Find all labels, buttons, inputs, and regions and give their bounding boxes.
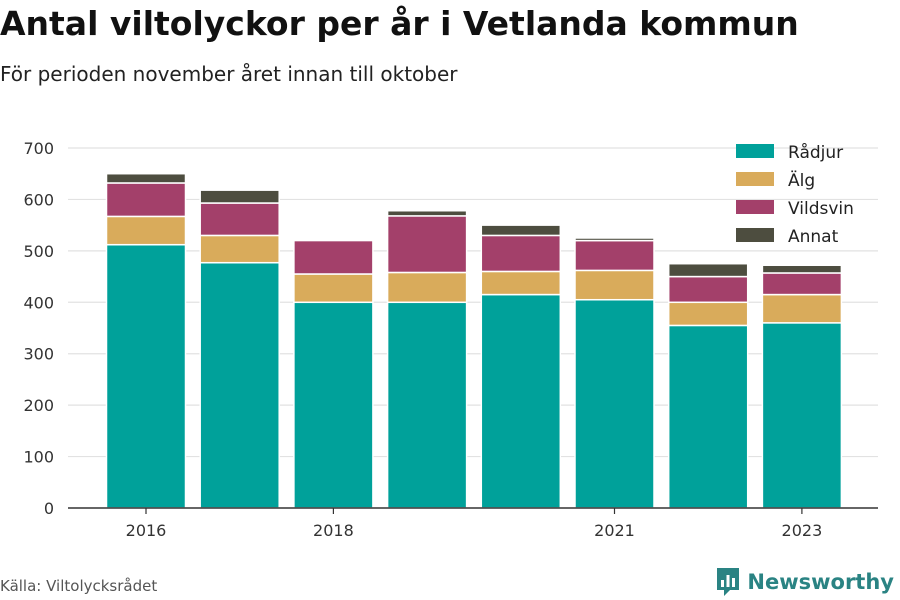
bar-segment <box>761 272 843 296</box>
bar-segment <box>105 243 187 509</box>
bar-segment <box>293 239 374 275</box>
y-tick-label: 300 <box>23 345 54 364</box>
bar-segment <box>386 209 468 217</box>
newsworthy-logo: Newsworthy <box>715 566 894 598</box>
bar-segment <box>105 215 187 246</box>
source-note: Källa: Viltolycksrådet <box>0 577 158 595</box>
legend-label: Älg <box>788 170 815 191</box>
bar-segment <box>480 234 562 273</box>
bar-segment <box>105 182 187 218</box>
brand-name: Newsworthy <box>747 570 894 594</box>
bar-segment <box>667 262 749 278</box>
bar-segment <box>199 234 280 264</box>
bar-segment <box>480 224 562 237</box>
bar-segment <box>199 202 280 237</box>
y-tick-label: 700 <box>23 139 54 158</box>
bar-segment <box>574 269 655 301</box>
x-tick-label: 2018 <box>313 521 354 540</box>
x-tick-label: 2016 <box>126 521 167 540</box>
bar-segment <box>667 301 749 327</box>
chart-subtitle: För perioden november året innan till ok… <box>0 62 458 86</box>
y-tick-label: 200 <box>23 396 54 415</box>
legend-swatch <box>736 228 774 242</box>
bar-segment <box>667 324 749 509</box>
legend-label: Rådjur <box>788 142 843 163</box>
x-tick-label: 2021 <box>594 521 635 540</box>
bar-segment <box>386 301 468 509</box>
y-tick-label: 500 <box>23 242 54 261</box>
bar-chart-logo-icon <box>717 568 740 596</box>
y-tick-label: 100 <box>23 448 54 467</box>
bar-segment <box>574 239 655 272</box>
bar-segment <box>761 264 843 274</box>
legend-swatch <box>736 172 774 186</box>
bar-segment <box>480 270 562 296</box>
bar-segment <box>574 237 655 242</box>
bar-segment <box>386 271 468 304</box>
chart-title: Antal viltolyckor per år i Vetlanda komm… <box>0 4 799 43</box>
y-tick-label: 400 <box>23 293 54 312</box>
bar-segment <box>293 273 374 304</box>
bar-segment <box>761 322 843 509</box>
bar-segment <box>386 215 468 274</box>
legend-swatch <box>736 144 774 158</box>
stacked-bar-chart: 0 100 200 300 400 500 600 700 2016 2018 2021 2023 Rå… <box>23 139 878 540</box>
bar-segment <box>761 293 843 324</box>
bar-segment <box>480 293 562 509</box>
bar-segment <box>199 261 280 509</box>
legend-label: Vildsvin <box>788 199 854 219</box>
bar-segment <box>105 172 187 184</box>
bar-segment <box>293 301 374 509</box>
bar-segment <box>199 189 280 204</box>
x-tick-label: 2023 <box>782 521 823 540</box>
bar-segment <box>574 298 655 509</box>
bar-segment <box>667 275 749 304</box>
y-tick-label: 600 <box>23 190 54 209</box>
legend-swatch <box>736 200 774 214</box>
legend-label: Annat <box>788 227 839 247</box>
y-tick-label: 0 <box>44 499 54 518</box>
